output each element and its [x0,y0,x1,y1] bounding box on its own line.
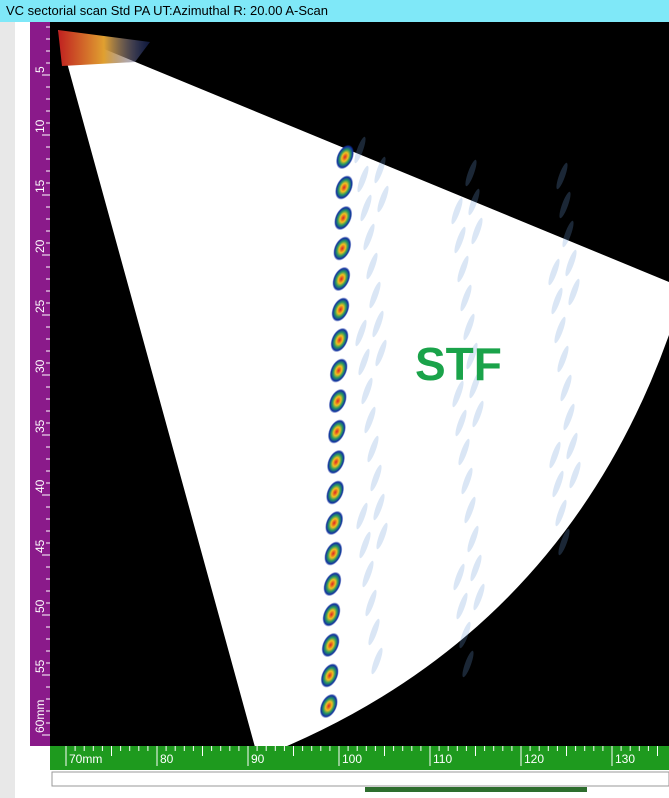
ruler-label: 35 [33,419,47,433]
ruler-label: 45 [33,539,47,553]
scroll-thumb[interactable] [365,787,587,792]
ruler-label: 50 [33,599,47,613]
ruler-label: 80 [160,752,174,766]
ruler-label: 100 [342,752,362,766]
ruler-label: 20 [33,239,47,253]
ruler-label: 30 [33,359,47,373]
ruler-label: 120 [524,752,544,766]
title-text: VC sectorial scan Std PA UT:Azimuthal R:… [6,3,328,18]
annotation: STF [415,338,502,390]
ruler-label: 15 [33,179,47,193]
ruler-label: 5 [33,66,47,73]
ruler-label: 40 [33,479,47,493]
sectorial-scan-window: VC sectorial scan Std PA UT:Azimuthal R:… [0,0,669,798]
ruler-label: 130 [615,752,635,766]
ruler-label: 55 [33,659,47,673]
ruler-label: 90 [251,752,265,766]
ruler-label: 70mm [69,752,102,766]
ruler-label: 110 [433,752,452,766]
scrollbar[interactable] [52,772,669,786]
ruler-label: 60mm [33,700,47,733]
side-panel [0,0,15,798]
ruler-label: 10 [33,119,47,133]
ruler-label: 25 [33,299,47,313]
